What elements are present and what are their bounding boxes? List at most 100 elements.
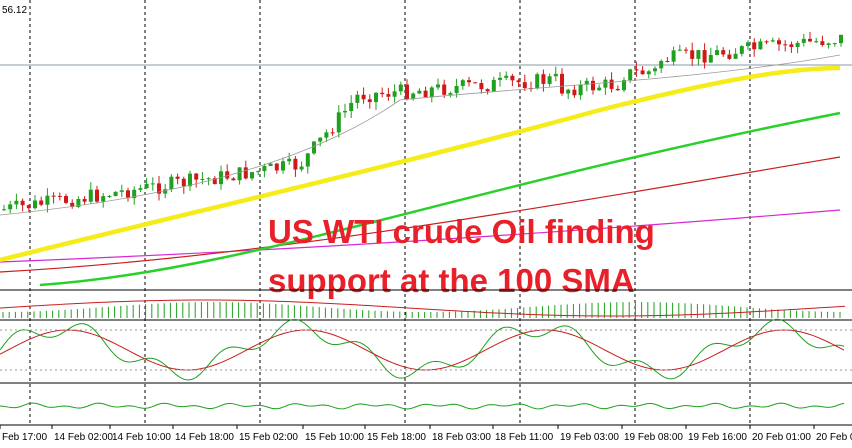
candle [281, 161, 285, 171]
candle [646, 71, 651, 75]
candle [758, 41, 763, 50]
x-tick-label: 20 Feb 01:00 [752, 432, 811, 443]
annotation: US WTI crude Oil finding [268, 213, 655, 250]
candle [14, 200, 19, 205]
candle [95, 189, 99, 202]
x-tick-label: 14 Feb 02:00 [54, 432, 113, 443]
candle [163, 189, 168, 194]
candle [677, 49, 682, 51]
candle [739, 46, 744, 54]
candle [405, 84, 409, 100]
candle [386, 94, 391, 97]
candle [547, 76, 552, 84]
candle [26, 205, 31, 209]
candle [541, 74, 546, 84]
candles [0, 31, 843, 216]
candle [808, 38, 812, 42]
candle [101, 196, 106, 202]
candle [324, 132, 329, 138]
candle [522, 82, 527, 89]
candle [76, 198, 81, 207]
candle [454, 85, 459, 94]
candle [113, 191, 118, 197]
candle [690, 50, 695, 59]
candle [603, 79, 608, 88]
candle [634, 69, 639, 71]
candle [243, 167, 248, 179]
candle [361, 94, 366, 100]
candle [429, 87, 434, 98]
candle [659, 60, 664, 69]
candle [622, 80, 626, 91]
candle [764, 41, 769, 43]
candle [770, 40, 775, 42]
candle [287, 158, 292, 162]
stoch-main [0, 318, 845, 381]
candle [460, 80, 465, 86]
candle [206, 178, 211, 180]
candle [355, 94, 360, 103]
candle [727, 54, 732, 59]
x-tick-label: 14 Feb 18:00 [175, 432, 234, 443]
candle [33, 200, 37, 209]
candle [70, 202, 75, 207]
candle [572, 89, 577, 96]
candle [721, 50, 726, 55]
candle [51, 195, 56, 197]
sma-magenta [0, 209, 841, 263]
candle [653, 68, 657, 72]
candle [349, 102, 354, 111]
x-tick-label: 15 Feb 10:00 [305, 432, 364, 443]
candle [553, 73, 558, 77]
candle [615, 88, 620, 91]
candle [231, 178, 236, 181]
candle [597, 87, 602, 91]
x-tick-label: 18 Feb 11:00 [495, 432, 554, 443]
sma-red [0, 156, 841, 273]
candle [801, 38, 806, 43]
candle [715, 50, 719, 56]
candle [330, 132, 335, 134]
candle [194, 173, 199, 180]
sma-gray [0, 54, 841, 216]
candle [832, 43, 837, 45]
candle [144, 183, 149, 189]
candle [746, 42, 750, 47]
candle [150, 183, 155, 185]
candle [516, 80, 521, 83]
candle [473, 82, 478, 84]
candle [826, 43, 831, 45]
candle [479, 83, 484, 90]
candle [417, 90, 422, 94]
candle [250, 172, 254, 179]
candle [138, 188, 143, 190]
candle [578, 84, 583, 96]
candle [268, 163, 273, 167]
x-tick-label: 19 Feb 08:00 [624, 432, 683, 443]
candle [448, 93, 453, 95]
candle [839, 34, 843, 44]
candle [498, 77, 502, 80]
candle [423, 90, 428, 98]
candle [20, 200, 25, 206]
candle [783, 44, 788, 46]
x-axis: Feb 17:00 14 Feb 02:00 14 Feb 10:00 14 Feb … [0, 425, 852, 443]
candle [411, 93, 416, 100]
candle [485, 89, 490, 92]
candle [8, 204, 13, 210]
candle [57, 195, 62, 197]
candle [200, 178, 205, 180]
candle [237, 167, 242, 181]
candle [467, 80, 471, 83]
candle [188, 173, 192, 187]
candle [665, 60, 670, 62]
candle [566, 89, 571, 94]
candle [609, 79, 614, 89]
candle [752, 42, 757, 50]
candle [212, 178, 217, 185]
candle [132, 189, 137, 199]
candle [299, 166, 304, 170]
candle [312, 141, 316, 154]
candle [398, 84, 403, 92]
